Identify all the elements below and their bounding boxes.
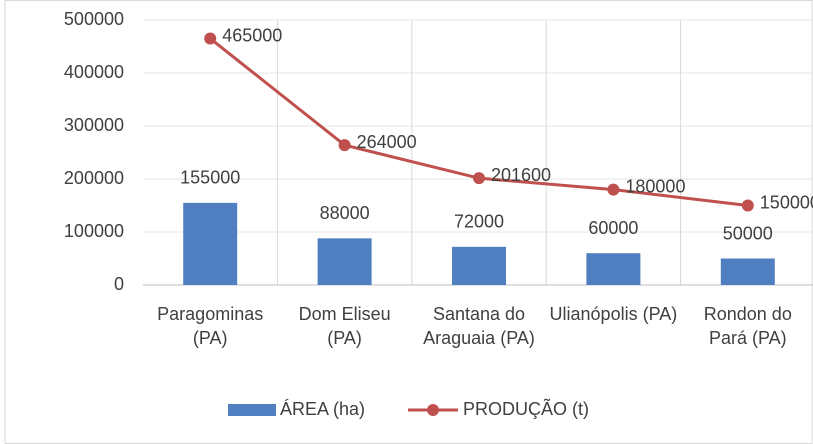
x-tick-label: Rondon do Pará (PA) [703, 304, 792, 348]
y-tick-label: 0 [114, 274, 124, 294]
bar [317, 238, 372, 285]
bar-value-label: 50000 [723, 223, 773, 243]
line-point [204, 32, 217, 45]
legend-label: ÁREA (ha) [280, 399, 365, 419]
x-tick-label: Ulianópolis (PA) [549, 304, 678, 324]
bar [452, 246, 506, 285]
x-tick-label: Dom Eliseu (PA) [298, 304, 391, 348]
bar-value-label: 60000 [588, 218, 638, 238]
x-tick-label: Santana do Araguaia (PA) [423, 304, 535, 348]
bar-value-label: 155000 [180, 168, 240, 188]
bar [586, 253, 641, 285]
y-tick-label: 300000 [64, 115, 124, 135]
bar-value-label: 72000 [454, 212, 504, 232]
y-tick-label: 200000 [64, 168, 124, 188]
bar [720, 258, 775, 285]
legend-swatch-marker [427, 404, 439, 416]
x-tick-label: Paragominas (PA) [157, 304, 264, 348]
line-value-label: 264000 [357, 132, 417, 152]
bar-value-label: 88000 [320, 203, 370, 223]
line-value-label: 201600 [491, 165, 551, 185]
line-value-label: 150000 [760, 192, 813, 212]
y-tick-label: 400000 [64, 62, 124, 82]
bar [183, 202, 238, 285]
chart-border [4, 0, 813, 444]
line-point [338, 139, 351, 152]
line-point [741, 199, 754, 212]
line-point [473, 172, 485, 185]
y-tick-label: 100000 [64, 221, 124, 241]
legend-swatch [228, 404, 276, 416]
y-tick-label: 500000 [64, 9, 124, 29]
line-value-label: 180000 [625, 176, 685, 196]
line-point [607, 183, 620, 196]
line-value-label: 465000 [222, 25, 282, 45]
legend-label: PRODUÇÃO (t) [463, 398, 589, 419]
